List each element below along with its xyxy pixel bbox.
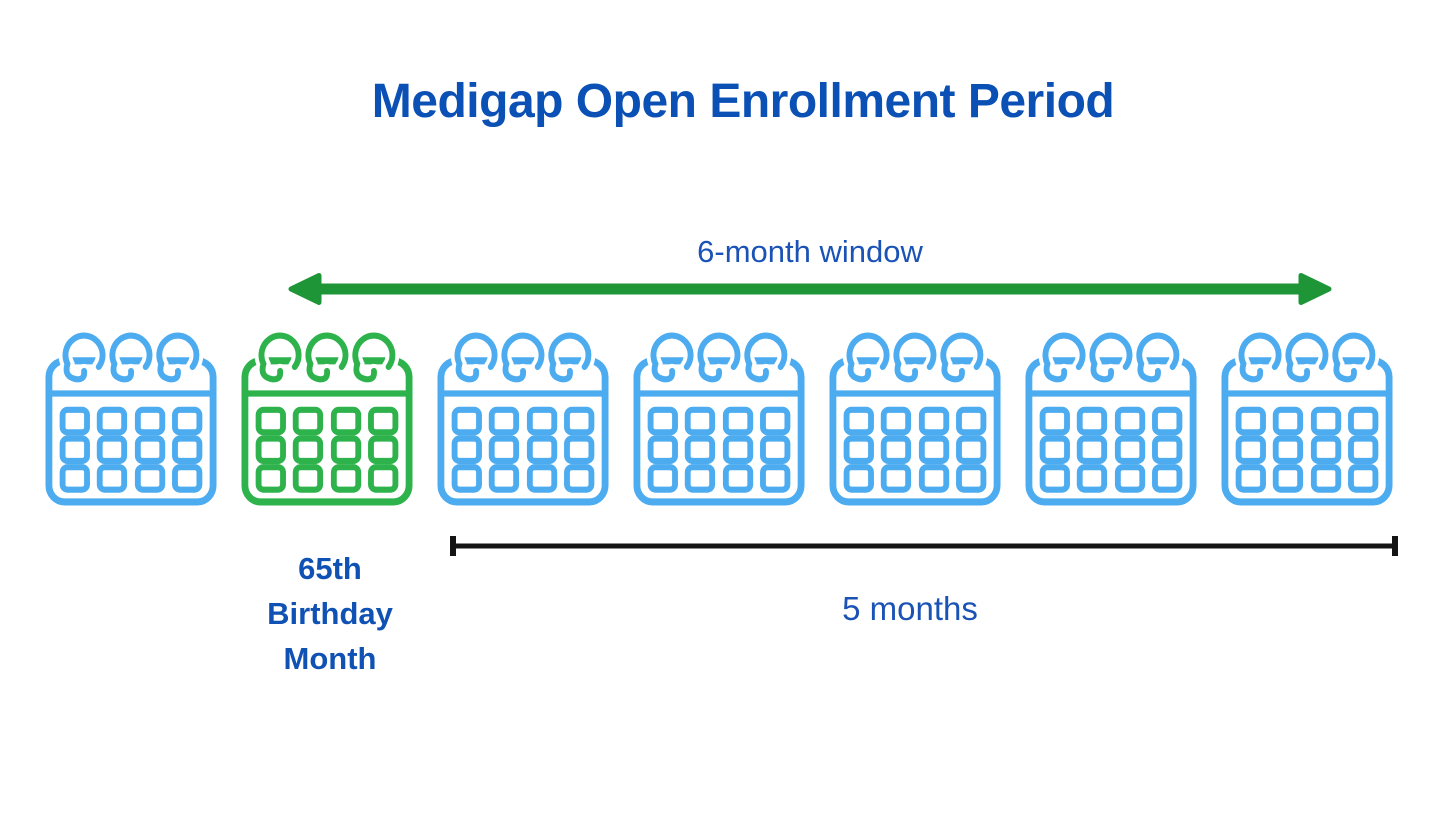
birthday-line-2: Birthday: [267, 596, 393, 631]
calendar-month-5: [829, 328, 1001, 506]
spiral-ring-icon: [548, 332, 592, 383]
calendar-month-4: [633, 328, 805, 506]
spiral-ring-icon: [156, 332, 200, 383]
calendar-month-1: [45, 328, 217, 506]
spiral-ring-icon: [501, 332, 545, 383]
five-month-ruler: [450, 536, 1398, 556]
spiral-ring-icon: [1238, 332, 1282, 383]
spiral-ring-icon: [1332, 332, 1376, 383]
six-month-window-label: 6-month window: [697, 234, 923, 269]
spiral-ring-icon: [109, 332, 153, 383]
calendar-month-6: [1025, 328, 1197, 506]
page-title: Medigap Open Enrollment Period: [371, 75, 1115, 128]
six-month-arrow: [288, 273, 1332, 305]
birthday-line-1: 65th: [298, 551, 362, 586]
calendar-month-2-birthday: [241, 328, 413, 506]
spiral-ring-icon: [454, 332, 498, 383]
calendar-row: [45, 326, 1393, 506]
spiral-ring-icon: [305, 332, 349, 383]
calendar-month-7: [1221, 328, 1393, 506]
spiral-ring-icon: [697, 332, 741, 383]
spiral-ring-icon: [352, 332, 396, 383]
spiral-ring-icon: [258, 332, 302, 383]
spiral-ring-icon: [846, 332, 890, 383]
spiral-ring-icon: [1089, 332, 1133, 383]
arrowhead-right-icon: [1298, 273, 1332, 305]
spiral-ring-icon: [62, 332, 106, 383]
birthday-line-3: Month: [283, 641, 377, 676]
calendar-month-3: [437, 328, 609, 506]
arrowhead-left-icon: [288, 273, 322, 305]
birthday-month-label: 65th Birthday Month: [230, 546, 430, 681]
spiral-ring-icon: [1285, 332, 1329, 383]
spiral-ring-icon: [1042, 332, 1086, 383]
five-months-label: 5 months: [842, 590, 978, 627]
spiral-ring-icon: [650, 332, 694, 383]
spiral-ring-icon: [893, 332, 937, 383]
spiral-ring-icon: [1136, 332, 1180, 383]
spiral-ring-icon: [744, 332, 788, 383]
spiral-ring-icon: [940, 332, 984, 383]
